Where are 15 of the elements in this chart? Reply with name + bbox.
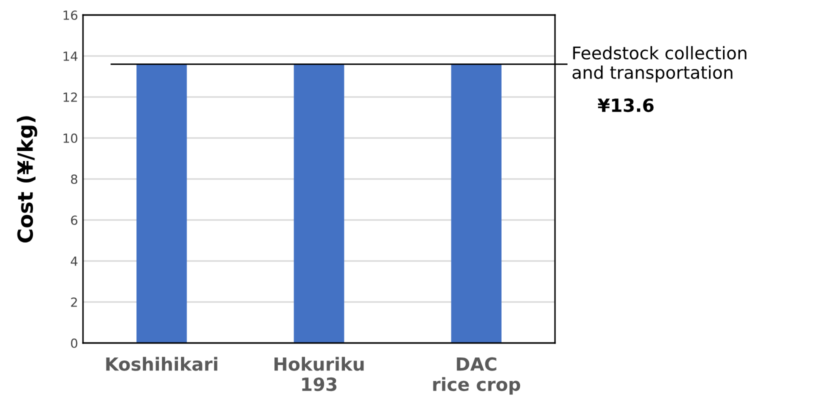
y-tick-label: 16 <box>64 10 78 20</box>
y-tick-label: 0 <box>71 338 78 348</box>
y-tick-label: 4 <box>70 256 78 266</box>
y-tick-label: 2 <box>71 297 77 307</box>
y-tick-label: 8 <box>71 174 78 184</box>
y-axis-title: Cost (¥/kg) <box>16 116 38 243</box>
y-tick-label: 6 <box>71 215 78 225</box>
x-tick-label: DAC rice crop <box>433 357 520 395</box>
x-tick-label: Hokuriku 193 <box>274 356 364 392</box>
x-tick-label: Koshihikari <box>106 356 218 371</box>
y-tick-label: 14 <box>64 52 78 61</box>
text: ¥13.6 <box>598 98 654 112</box>
y-tick-label: 10 <box>64 133 78 143</box>
ref-line-label: Feedstock collection and transportation <box>572 46 746 82</box>
y-tick-label: 12 <box>64 92 77 102</box>
